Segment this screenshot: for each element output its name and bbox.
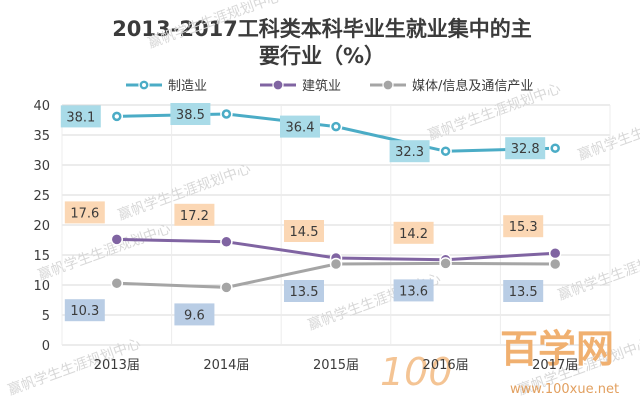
- data-label-bg: [64, 201, 105, 224]
- data-point: [548, 257, 562, 271]
- data-point-center: [114, 114, 120, 119]
- data-label-bg: [393, 221, 434, 244]
- y-tick-label: 5: [42, 309, 50, 324]
- data-point: [110, 276, 124, 290]
- data-label: 15.3: [509, 220, 538, 235]
- data-point: [220, 235, 233, 249]
- logo-digits: 100: [380, 350, 453, 394]
- data-label-bg: [174, 203, 215, 226]
- data-label: 13.6: [399, 284, 428, 299]
- series-group: 10.3 9.6 13.5 13.6 13.5: [64, 257, 562, 326]
- x-tick-label: 2015届: [313, 358, 359, 373]
- data-point: [110, 233, 124, 246]
- logo-watermark: 100 百学网 www.100xue.net: [380, 327, 619, 397]
- data-point: [548, 246, 562, 260]
- logo-url: www.100xue.net: [510, 382, 619, 397]
- data-label: 38.1: [66, 110, 95, 125]
- series-group: 38.1 38.5 36.4 32.3 32.8: [60, 103, 562, 163]
- data-label: 9.6: [184, 308, 205, 323]
- data-label: 32.3: [395, 145, 424, 160]
- data-label-bg: [505, 137, 546, 160]
- legend-label: 媒体/信息及通信产业: [412, 78, 533, 94]
- data-label: 14.5: [290, 225, 319, 240]
- data-label-bg: [503, 215, 544, 238]
- data-point-center: [333, 124, 339, 129]
- data-label: 36.4: [286, 121, 315, 136]
- data-label-bg: [280, 115, 320, 138]
- chart-title-line-1: 2013-2017工科类本科毕业生就业集中的主: [112, 17, 532, 41]
- chart-title-line-2: 要行业（%）: [259, 44, 385, 68]
- data-label: 17.6: [70, 206, 99, 221]
- y-tick-label: 35: [33, 129, 50, 144]
- x-tick-label: 2016届: [423, 358, 469, 373]
- data-point: [220, 281, 233, 294]
- y-tick-label: 40: [33, 99, 50, 114]
- legend-label: 制造业: [168, 79, 207, 94]
- legend-marker: [382, 79, 394, 91]
- legend-label: 建筑业: [302, 78, 341, 94]
- data-label-bg: [64, 299, 105, 322]
- plot-area: 0 5 10 15 20 25 30 35 40 100 百学网 www.100xue.net 2013…: [33, 99, 619, 397]
- y-tick-label: 15: [33, 249, 50, 264]
- data-label-bg: [284, 280, 324, 302]
- data-label-bg: [170, 103, 211, 125]
- legend-marker-center: [142, 83, 146, 87]
- data-point: [329, 257, 343, 271]
- data-label: 13.5: [509, 285, 538, 300]
- y-tick-label: 0: [42, 339, 50, 354]
- data-label-bg: [389, 140, 430, 163]
- x-tick-label: 2013届: [94, 358, 140, 373]
- data-label-bg: [174, 303, 215, 326]
- series-group: 17.6 17.2 14.5 14.2 15.3: [64, 201, 562, 267]
- data-label: 10.3: [70, 304, 99, 319]
- data-point: [439, 257, 452, 270]
- data-point-center: [224, 111, 229, 117]
- data-label: 32.8: [511, 142, 540, 157]
- y-tick-label: 25: [33, 189, 50, 204]
- data-label: 14.2: [399, 227, 428, 242]
- data-point-center: [553, 146, 558, 151]
- y-tick-label: 10: [33, 279, 50, 294]
- data-label: 17.2: [180, 209, 209, 224]
- y-tick-label: 30: [33, 159, 50, 174]
- data-label: 38.5: [176, 108, 205, 123]
- y-tick-label: 20: [33, 219, 50, 234]
- data-label-bg: [393, 279, 434, 302]
- x-tick-label: 2017届: [532, 358, 578, 373]
- data-label-bg: [60, 105, 101, 128]
- x-tick-label: 2014届: [203, 358, 249, 373]
- legend: 制造业 建筑业 媒体/信息及通信产业: [126, 78, 533, 94]
- data-label-bg: [503, 280, 544, 302]
- legend-marker: [272, 79, 284, 91]
- data-point-center: [443, 149, 448, 154]
- data-label-bg: [284, 220, 324, 242]
- logo-name: 百学网: [500, 327, 614, 371]
- data-label: 13.5: [290, 285, 319, 300]
